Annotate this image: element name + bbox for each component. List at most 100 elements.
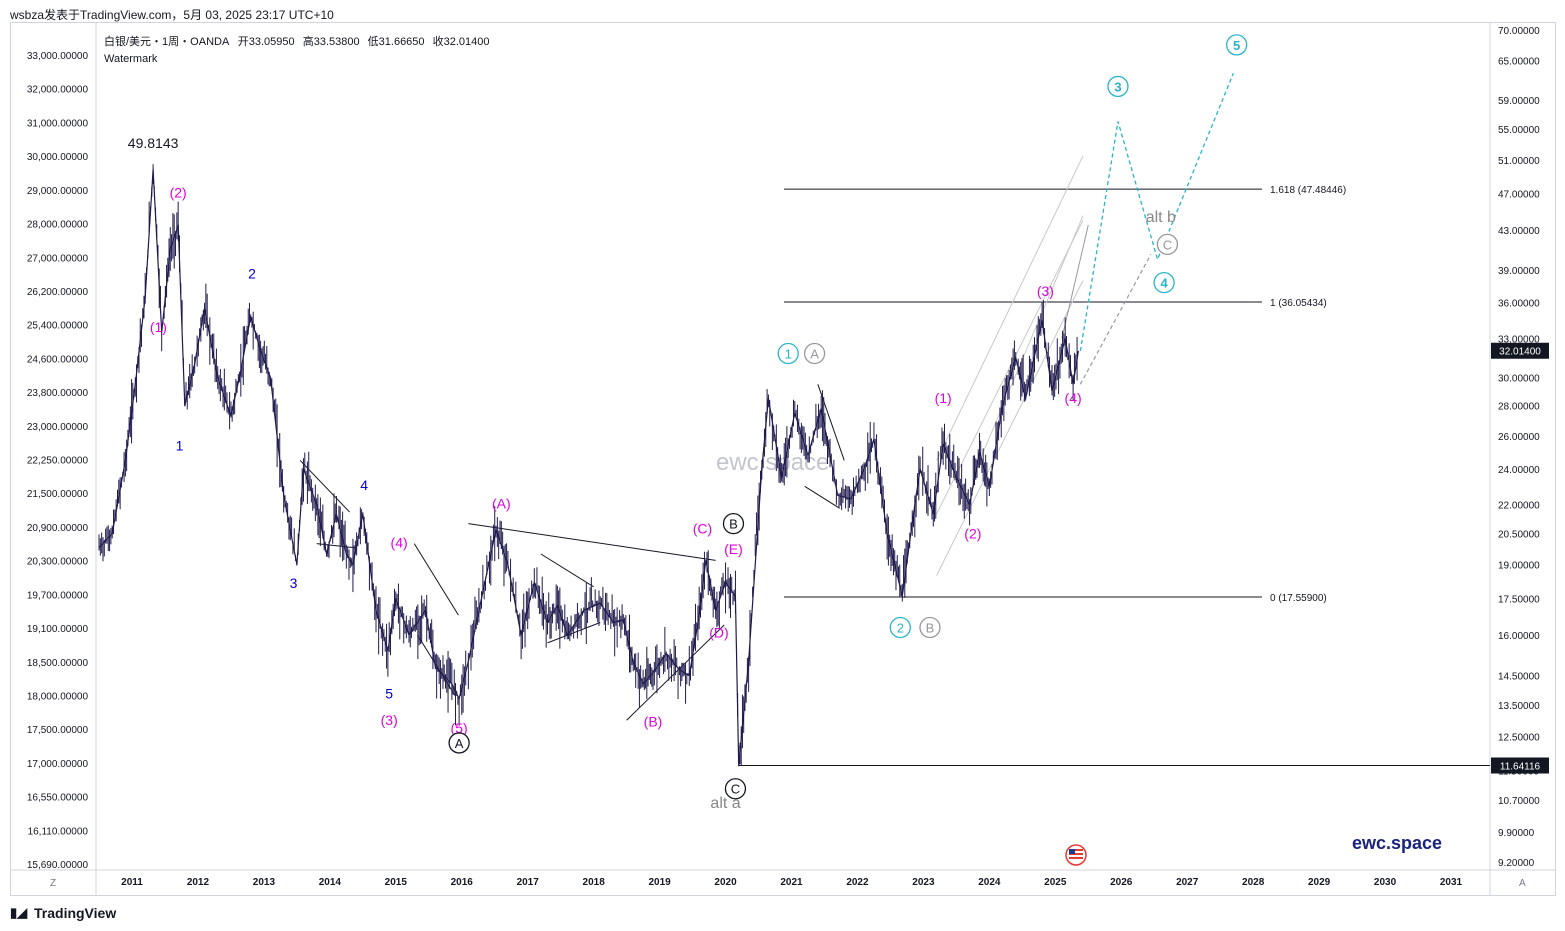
wave-label: (D)	[709, 625, 728, 641]
left-axis-tick-label: 33,000.00000	[27, 51, 89, 62]
trendline	[413, 543, 459, 616]
legend-high-label: 高	[303, 34, 314, 48]
tradingview-logo-text: TradingView	[34, 905, 117, 921]
wave-circle-label: 5	[1233, 38, 1240, 53]
price-layer	[98, 164, 1079, 767]
right-axis-tick-label: 28.00000	[1498, 402, 1540, 413]
wave-circle-label: C	[731, 782, 740, 797]
right-axis-tick-label: 17.50000	[1498, 594, 1540, 605]
us-flag-icon[interactable]	[1065, 844, 1087, 866]
legend-open-label: 开	[238, 36, 249, 48]
right-axis-tick-label: 26.00000	[1498, 432, 1540, 443]
auto-scale-button[interactable]: A	[1519, 878, 1526, 889]
time-axis-tick-label: 2023	[912, 877, 935, 888]
legend-high: 33.53800	[314, 36, 360, 48]
wave-label-layer: 49.8143 (1) (2) 1 2 3 4 (4) 5 (3) (5) (A) (B) (C) (E) (…	[128, 34, 1248, 812]
time-axis-tick-label: 2013	[253, 877, 276, 888]
time-axis: 2011 2012 2013 2014 2015 2016 2017 2018 2019 2020…	[121, 877, 1462, 888]
alt-projection-path	[1079, 254, 1152, 385]
price-line	[98, 168, 1079, 767]
time-axis-tick-label: 2020	[714, 877, 737, 888]
wave-circle	[724, 778, 747, 800]
left-axis-tick-label: 21,500.00000	[27, 489, 89, 500]
right-axis-tick-label: 65.00000	[1498, 56, 1540, 67]
left-axis-tick-label: 23,800.00000	[27, 388, 89, 399]
wave-label: 3	[290, 575, 298, 591]
wave-label: 1	[176, 438, 184, 454]
trendline	[804, 485, 840, 509]
legend-low-label: 低	[368, 35, 379, 48]
wave-circle	[803, 342, 826, 365]
trendline	[316, 543, 355, 549]
left-axis-tick-label: 25,400.00000	[27, 321, 89, 332]
time-axis-tick-label: 2021	[780, 877, 803, 888]
wave-label: (2)	[964, 526, 981, 542]
time-axis-tick-label: 2024	[978, 877, 1001, 888]
center-watermark: ewc.space	[716, 449, 829, 476]
wave-circle	[722, 512, 745, 535]
left-axis-tick-label: 22,250.00000	[27, 456, 89, 467]
wave-circle-label: A	[810, 346, 819, 361]
fib-level-label: 1 (36.05434)	[1270, 298, 1327, 309]
wave-label: 5	[385, 686, 393, 702]
zoom-corner-button[interactable]: Z	[50, 878, 56, 889]
time-axis-tick-label: 2027	[1176, 877, 1199, 888]
time-axis-tick-label: 2014	[319, 877, 342, 888]
right-axis-tick-label: 19.00000	[1498, 561, 1540, 572]
brand-text: ewc.space	[1352, 833, 1442, 853]
fib-level-label: 0 (17.55900)	[1270, 593, 1327, 604]
right-axis-tick-label: 13.50000	[1498, 701, 1540, 712]
left-axis-tick-label: 15,690.00000	[27, 860, 89, 871]
trendline	[936, 155, 1084, 461]
wave-circle	[889, 616, 911, 639]
wave-circle-label: 3	[1114, 79, 1121, 94]
legend-close: 32.01400	[444, 36, 490, 48]
wave-label: (1)	[150, 319, 167, 335]
price-tag-label: 32.01400	[1499, 347, 1541, 358]
fib-level-label: 1.618 (47.48446)	[1270, 185, 1346, 196]
trendline	[468, 523, 716, 561]
trendline	[936, 280, 1084, 576]
left-axis-tick-label: 16,110.00000	[28, 826, 89, 837]
right-axis-tick-label: 55.00000	[1498, 125, 1540, 136]
left-axis-tick-label: 27,000.00000	[27, 253, 89, 264]
time-axis-tick-label: 2012	[187, 877, 210, 888]
wave-circle-label: A	[455, 736, 464, 751]
wave-label: (2)	[170, 185, 187, 201]
time-axis-tick-label: 2030	[1374, 877, 1397, 888]
wave-label: (5)	[451, 720, 468, 736]
left-axis-tick-label: 19,700.00000	[27, 590, 89, 601]
price-tag-box	[1491, 342, 1549, 359]
legend-watermark: Watermark	[104, 53, 158, 65]
time-axis-tick-label: 2011	[121, 877, 143, 888]
projection-layer	[1079, 72, 1235, 385]
right-axis-tick-label: 59.00000	[1498, 96, 1540, 107]
wave-label: (B)	[644, 714, 663, 730]
wave-label: 2	[248, 265, 256, 281]
left-axis-tick-label: 17,500.00000	[27, 725, 89, 736]
left-axis-tick-label: 26,200.00000	[27, 287, 89, 298]
wave-circle	[1107, 75, 1129, 98]
left-axis-tick-label: 20,900.00000	[27, 523, 89, 534]
left-axis-tick-label: 23,000.00000	[27, 422, 89, 433]
left-axis-tick-label: 18,000.00000	[27, 691, 89, 702]
right-axis-tick-label: 20.50000	[1498, 530, 1540, 541]
time-axis-tick-label: 2019	[648, 877, 671, 888]
left-axis-tick-label: 31,000.00000	[27, 118, 89, 129]
right-axis-tick-label: 9.20000	[1498, 858, 1535, 869]
right-axis-tick-label: 9.90000	[1498, 828, 1535, 839]
right-axis-tick-label: 16.00000	[1498, 631, 1540, 642]
right-axis-tick-label: 39.00000	[1498, 266, 1540, 277]
legend-symbol: 白银/美元・1周・OANDA	[104, 34, 230, 48]
left-axis-tick-label: 20,300.00000	[27, 557, 89, 568]
wave-circle	[777, 342, 799, 365]
time-axis-tick-label: 2022	[846, 877, 869, 888]
fib-layer: 1.618 (47.48446) 1 (36.05434) 0 (17.55900)	[738, 185, 1490, 767]
right-axis-tick-label: 14.50000	[1498, 671, 1540, 682]
left-axis-tick-label: 32,000.00000	[27, 85, 89, 96]
footer: ▮◢ TradingView	[10, 905, 116, 921]
wave-circle-label: 1	[785, 346, 792, 361]
time-axis-tick-label: 2028	[1242, 877, 1265, 888]
right-price-axis: 70.00000 65.00000 59.00000 55.00000 51.00000…	[1498, 26, 1540, 869]
